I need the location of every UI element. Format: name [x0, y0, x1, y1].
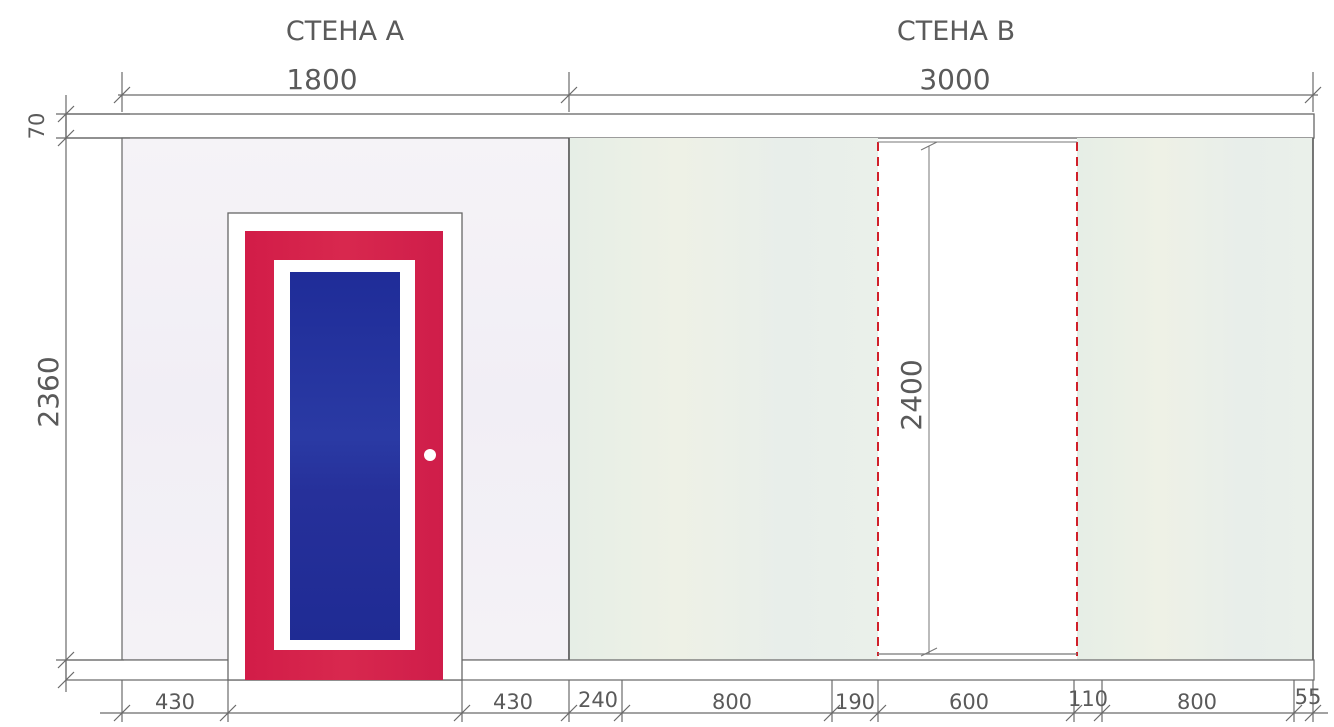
door-handle — [424, 449, 436, 461]
wall-height-label: 2360 — [32, 356, 65, 427]
wall-a-title: СТЕНА А — [286, 16, 405, 47]
bottom-dimension-line — [100, 680, 1328, 722]
wall-b-right-panel — [1077, 138, 1313, 660]
bottom-dim-label: 430 — [493, 690, 533, 714]
top-band-height-label: 70 — [25, 113, 49, 140]
bottom-dim-label: 800 — [1177, 690, 1217, 714]
door — [227, 212, 463, 681]
top-dimension-line — [113, 72, 1322, 112]
left-dimension-line — [56, 95, 130, 692]
bottom-dim-label: 800 — [712, 690, 752, 714]
bottom-dim-label: 190 — [835, 690, 875, 714]
top-band — [65, 113, 1315, 139]
door-glass — [290, 272, 400, 640]
bottom-dim-label: 430 — [155, 690, 195, 714]
bottom-dim-label: 600 — [949, 690, 989, 714]
wall-b-opening — [877, 141, 1078, 657]
wall-b-title: СТЕНА В — [897, 16, 1015, 47]
opening-height-label: 2400 — [895, 359, 928, 430]
bottom-dim-label: 240 — [578, 688, 618, 712]
bottom-dim-label: 110 — [1068, 687, 1108, 711]
wall-b-width-label: 3000 — [919, 63, 990, 96]
bottom-dim-label: 55 — [1295, 685, 1322, 709]
wall-a-width-label: 1800 — [286, 63, 357, 96]
wall-b-left-panel — [569, 138, 878, 660]
